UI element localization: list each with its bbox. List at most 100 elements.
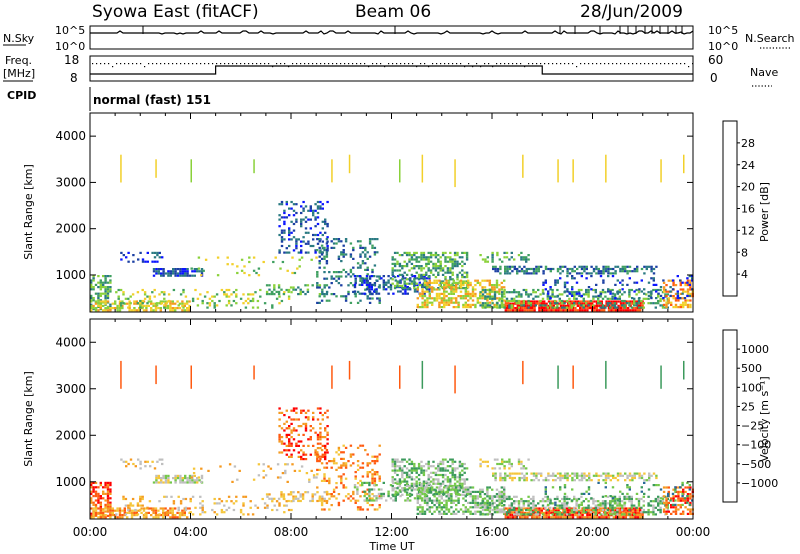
heatmap-cell [157,516,160,519]
heatmap-cell [449,267,452,270]
heatmap-cell [251,299,255,303]
heatmap-cell [94,307,98,310]
heatmap-cell [443,286,446,289]
heatmap-cell [523,516,527,519]
heatmap-cell [515,299,518,303]
heatmap-cell [447,297,451,300]
heatmap-cell [435,281,439,284]
heatmap-cell [450,493,453,496]
heatmap-cell [654,506,657,509]
heatmap-cell [601,306,605,309]
heatmap-cell [321,288,324,291]
heatmap-cell [535,265,538,268]
heatmap-cell [169,307,172,310]
heatmap-cell [640,290,643,293]
heatmap-cell [504,472,507,475]
heatmap-cell [162,272,165,275]
heatmap-cell [373,484,376,487]
heatmap-cell [135,309,138,312]
heatmap-cell [535,302,539,305]
heatmap-cell [450,284,453,287]
heatmap-cell [300,409,303,412]
heatmap-cell [354,501,357,504]
heatmap-cell [181,309,184,312]
heatmap-cell [520,460,523,463]
heatmap-cell [462,281,465,284]
heatmap-cell [577,513,581,516]
heatmap-cell [193,268,196,271]
heatmap-cell [450,501,453,504]
heatmap-cell [636,265,639,268]
heatmap-cell [196,268,199,271]
heatmap-cell [332,490,336,493]
heatmap-cell [376,238,379,241]
heatmap-cell [297,286,300,289]
heatmap-cell [324,455,327,458]
heatmap-cell [295,238,298,241]
heatmap-cell [316,273,319,276]
heatmap-cell [626,476,629,480]
heatmap-cell [510,306,513,309]
heatmap-cell [417,489,421,492]
heatmap-cell [118,309,122,312]
heatmap-cell [542,272,545,275]
heatmap-cell [441,480,445,483]
heatmap-cell [509,309,512,312]
heatmap-cell [300,218,303,221]
heatmap-cell [438,303,441,306]
heatmap-cell [325,238,329,241]
heatmap-cell [280,288,283,291]
heatmap-cell [147,300,150,303]
heatmap-cell [352,493,355,496]
heatmap-cell [365,499,369,502]
heatmap-cell [461,482,464,485]
heatmap-cell [552,472,555,475]
heatmap-cell [422,484,426,488]
heatmap-cell [556,288,559,292]
heatmap-cell [375,499,378,502]
heatmap-cell [665,510,668,513]
heatmap-cell [90,486,93,489]
heatmap-cell [122,254,125,257]
heatmap-cell [278,302,281,305]
heatmap-cell [300,249,303,252]
heatmap-cell [265,284,269,287]
heatmap-cell [443,301,446,304]
heatmap-cell [534,513,537,516]
heatmap-cell [526,507,529,510]
heatmap-cell [97,516,100,519]
heatmap-cell [498,504,501,507]
heatmap-cell [401,292,405,295]
heatmap-cell [452,306,455,309]
heatmap-cell [318,260,321,263]
heatmap-cell [545,302,548,305]
heatmap-cell [513,500,516,503]
heatmap-cell [509,302,512,305]
heatmap-cell [294,495,298,498]
heatmap-cell [617,507,620,510]
heatmap-cell [609,267,612,271]
heatmap-cell [618,297,621,300]
heatmap-cell [609,506,612,509]
nave-dot [588,63,590,65]
nave-dot [564,63,566,65]
heatmap-cell [561,497,564,501]
heatmap-cell [467,281,470,284]
heatmap-cell [427,478,430,481]
heatmap-cell [299,290,302,293]
heatmap-cell [471,512,475,515]
heatmap-cell [337,282,341,285]
heatmap-cell [619,281,622,284]
heatmap-cell [184,270,187,273]
nave-dot [392,63,394,65]
heatmap-cell [349,255,353,258]
heatmap-cell [508,462,511,466]
heatmap-cell [429,491,433,494]
heatmap-cell [315,256,318,259]
heatmap-cell [316,473,319,476]
heatmap-cell [90,288,93,291]
heatmap-cell [154,511,158,514]
heatmap-cell [520,467,523,470]
heatmap-cell [662,490,666,493]
heatmap-cell [344,446,348,449]
